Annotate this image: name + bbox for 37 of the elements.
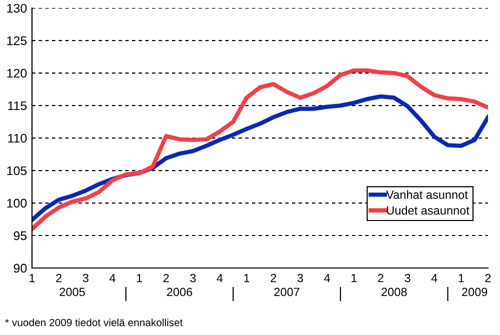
- x-tick-label: 4: [109, 274, 116, 282]
- x-tick-label: 2: [163, 274, 169, 282]
- text: 2007: [274, 288, 300, 296]
- x-tick-label: 2: [485, 274, 491, 282]
- text: 2009: [462, 288, 488, 296]
- y-tick-label: 90: [14, 264, 27, 273]
- y-tick-label: 125: [7, 36, 27, 46]
- line-series: [32, 94, 488, 222]
- x-tick-label: 4: [431, 274, 438, 282]
- x-tick-label: 4: [216, 274, 223, 282]
- x-tick-label: 3: [404, 274, 410, 282]
- x-tick-label: 1: [352, 274, 357, 282]
- line-series: [32, 68, 488, 232]
- text: * vuoden 2009 tiedot vielä ennakolliset: [5, 318, 183, 326]
- x-tick-label: 3: [190, 274, 196, 282]
- text: 2005: [60, 288, 85, 296]
- y-tick-label: 130: [7, 4, 27, 13]
- text: 2008: [382, 288, 407, 296]
- x-tick-label: 2: [270, 274, 276, 282]
- x-tick-label: 1: [136, 274, 142, 282]
- x-tick-label: 1: [30, 274, 35, 282]
- legend-label: Uudet asaunnot: [386, 206, 470, 215]
- legend-label: Vanhat asunnot: [386, 190, 468, 199]
- x-tick-label: 1: [458, 274, 464, 282]
- y-tick-label: 105: [7, 166, 27, 176]
- y-tick-label: 110: [8, 134, 27, 143]
- y-tick-label: 100: [7, 198, 27, 208]
- y-tick-label: 115: [8, 101, 27, 110]
- y-tick-label: 95: [14, 231, 27, 240]
- y-tick-label: 120: [7, 68, 27, 78]
- x-tick-label: 3: [82, 274, 88, 282]
- x-tick-label: 2: [56, 274, 62, 282]
- x-tick-label: 4: [324, 274, 330, 282]
- x-tick-label: 3: [297, 274, 303, 282]
- x-tick-label: 2: [378, 274, 384, 282]
- text: 2006: [166, 288, 192, 296]
- x-tick-label: 1: [244, 274, 250, 282]
